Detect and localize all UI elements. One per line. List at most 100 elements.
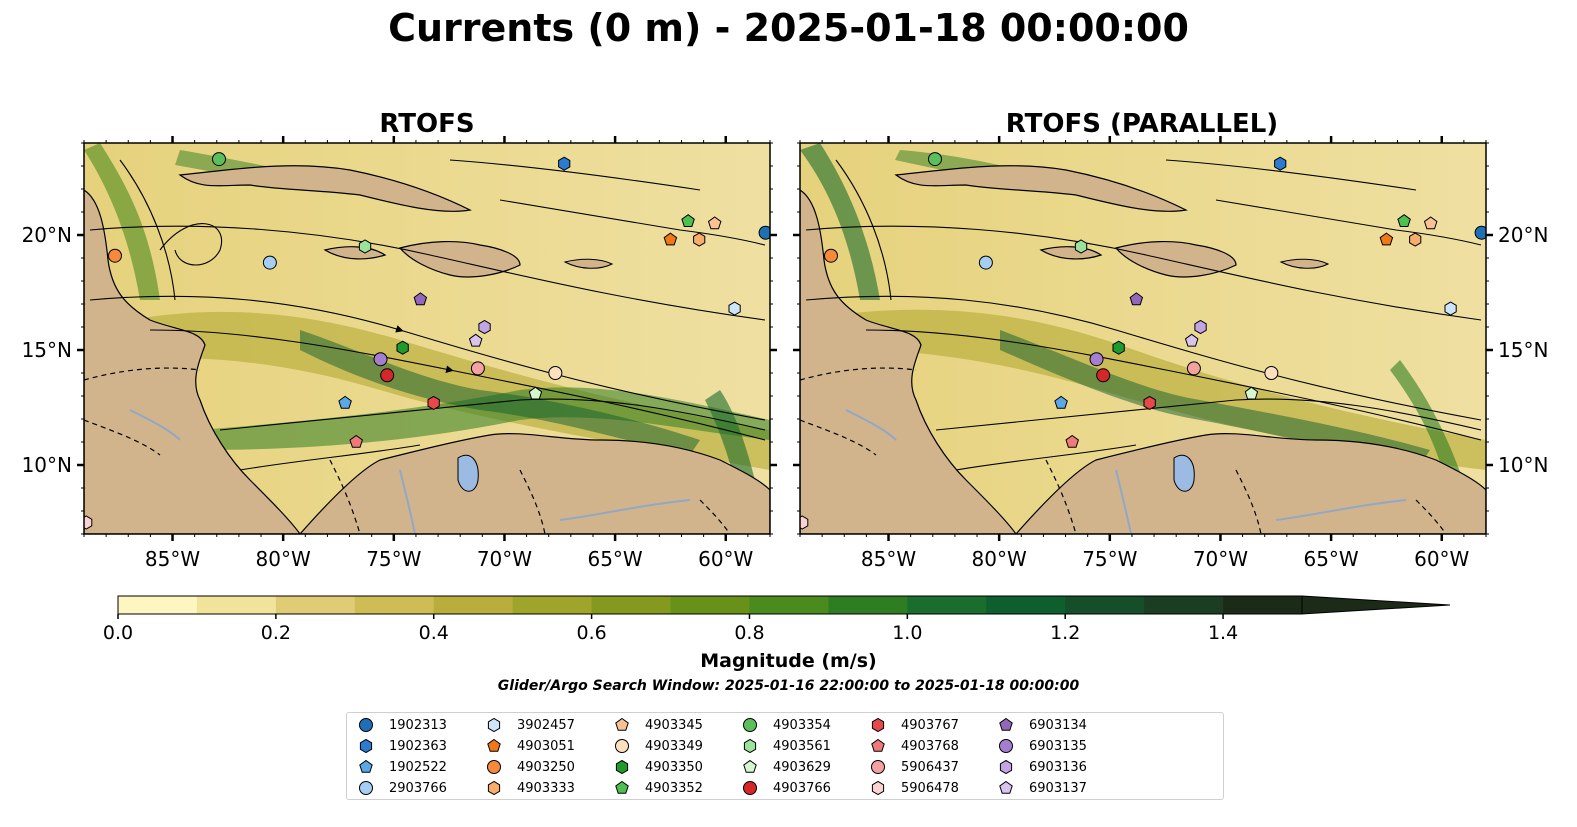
platform-marker-5906478: [800, 515, 809, 530]
colorbar-segment: [118, 596, 198, 614]
legend-label: 4903350: [645, 759, 703, 775]
panel-title-rtofs-parallel: RTOFS (PARALLEL): [1006, 109, 1278, 139]
y-tick-label: 15°N: [1498, 338, 1548, 362]
platform-marker-4903349: [1264, 366, 1279, 380]
hexagon-marker-icon: [999, 759, 1013, 775]
platform-marker-1902522: [1054, 395, 1068, 409]
legend-item-4903561: 4903561: [741, 736, 831, 756]
colorbar-segment: [670, 596, 750, 614]
legend-label: 6903135: [1029, 738, 1087, 754]
country-borders: [800, 367, 1447, 534]
legend-label: 4903767: [901, 717, 959, 733]
circle-marker-icon: [615, 739, 629, 753]
circle-marker-icon: [871, 760, 885, 774]
legend-item-4903051: 4903051: [485, 736, 575, 756]
platform-marker-4903345: [1423, 216, 1438, 230]
legend-label: 2903766: [389, 780, 447, 796]
legend-item-3902457: 3902457: [485, 715, 575, 735]
axes-left: 85°W 80°W 75°W 70°W 65°W 60°W 20°N 15°N 10°N: [22, 136, 777, 571]
pentagon-marker-icon: [999, 780, 1013, 794]
platform-marker-1902363: [1274, 156, 1287, 171]
hexagon-marker-icon: [871, 717, 885, 733]
colorbar-segment: [907, 596, 987, 614]
platform-markers-left: [84, 152, 770, 530]
land-masses: [800, 165, 1486, 534]
platform-marker-6903136: [1194, 319, 1207, 335]
circle-marker-icon: [487, 760, 501, 774]
legend-item-5906437: 5906437: [869, 757, 959, 777]
colorbar-segment: [196, 596, 277, 614]
colorbar-segment: [1065, 596, 1145, 614]
x-tick-label: 60°W: [1414, 547, 1469, 571]
colorbar-segment: [749, 596, 829, 614]
colorbar-extend-arrow: [1301, 595, 1451, 615]
platform-marker-4903051: [663, 232, 678, 246]
x-tick-label: 80°W: [972, 547, 1027, 571]
legend-label: 4903561: [773, 738, 831, 754]
legend-label: 4903352: [645, 780, 703, 796]
legend-label: 1902522: [389, 759, 447, 775]
y-tick-label: 20°N: [22, 223, 72, 247]
platform-marker-6903137: [1184, 333, 1199, 347]
legend-label: 4903349: [645, 738, 703, 754]
platform-marker-4903350: [1112, 340, 1125, 355]
platform-marker-4903767: [427, 395, 440, 410]
hexagon-marker-icon: [743, 738, 757, 754]
colorbar-tick-label: 1.2: [1050, 622, 1080, 644]
platform-marker-6903136: [478, 319, 491, 335]
x-tick-label: 80°W: [256, 547, 311, 571]
platform-marker-6903137: [468, 333, 483, 347]
platform-marker-4903561: [1074, 239, 1088, 254]
colorbar-label: Magnitude (m/s): [700, 650, 877, 672]
platform-marker-6903135: [373, 352, 388, 367]
axes-right: 85°W 80°W 75°W 70°W 65°W 60°W 20°N 15°N 10°N: [793, 136, 1548, 571]
legend-item-4903766: 4903766: [741, 778, 831, 798]
platform-marker-4903561: [358, 239, 372, 254]
colorbar: 0.0 0.2 0.4 0.6 0.8 1.0 1.2 1.4: [103, 595, 1451, 644]
platform-marker-2903766: [262, 255, 277, 270]
legend-label: 3902457: [517, 717, 575, 733]
circle-marker-icon: [743, 718, 757, 732]
platform-marker-1902522: [338, 395, 352, 409]
legend-label: 6903136: [1029, 759, 1087, 775]
platform-marker-5906437: [470, 361, 485, 376]
map-panel-right: [800, 143, 1486, 534]
legend-label: 4903333: [517, 780, 575, 796]
legend-item-1902522: 1902522: [357, 757, 447, 777]
legend-item-4903354: 4903354: [741, 715, 831, 735]
platform-markers-right: [800, 152, 1486, 530]
pentagon-marker-icon: [359, 759, 373, 773]
legend-item-1902363: 1902363: [357, 736, 447, 756]
platform-marker-5906437: [1186, 361, 1201, 376]
y-tick-label: 10°N: [22, 453, 72, 477]
legend-item-4903767: 4903767: [869, 715, 959, 735]
colorbar-tick-label: 0.0: [103, 622, 133, 644]
x-tick-label: 75°W: [366, 547, 421, 571]
y-tick-label: 20°N: [1498, 223, 1548, 247]
hexagon-marker-icon: [871, 780, 885, 796]
hexagon-marker-icon: [487, 717, 501, 733]
platform-marker-4903333: [693, 232, 706, 247]
country-borders: [84, 367, 731, 534]
streamlines: [805, 159, 1482, 471]
platform-marker-6903134: [413, 292, 428, 306]
legend-label: 1902363: [389, 738, 447, 754]
rivers: [129, 409, 691, 534]
colorbar-frame: [117, 595, 1303, 615]
legend-item-4903333: 4903333: [485, 778, 575, 798]
x-tick-label: 60°W: [698, 547, 753, 571]
pentagon-marker-icon: [743, 759, 757, 773]
x-tick-label: 75°W: [1082, 547, 1137, 571]
pentagon-marker-icon: [615, 780, 629, 794]
colorbar-segment: [433, 596, 514, 614]
platform-marker-5906478: [84, 515, 93, 530]
platform-marker-4903333: [1409, 232, 1422, 247]
legend-label: 5906437: [901, 759, 959, 775]
search-window-note: Glider/Argo Search Window: 2025-01-16 22…: [497, 678, 1080, 694]
pentagon-marker-icon: [871, 738, 885, 752]
colorbar-segment: [1223, 596, 1303, 614]
x-tick-label: 65°W: [1303, 547, 1358, 571]
legend-label: 5906478: [901, 780, 959, 796]
platform-marker-4903250: [107, 248, 122, 263]
hexagon-marker-icon: [615, 759, 629, 775]
